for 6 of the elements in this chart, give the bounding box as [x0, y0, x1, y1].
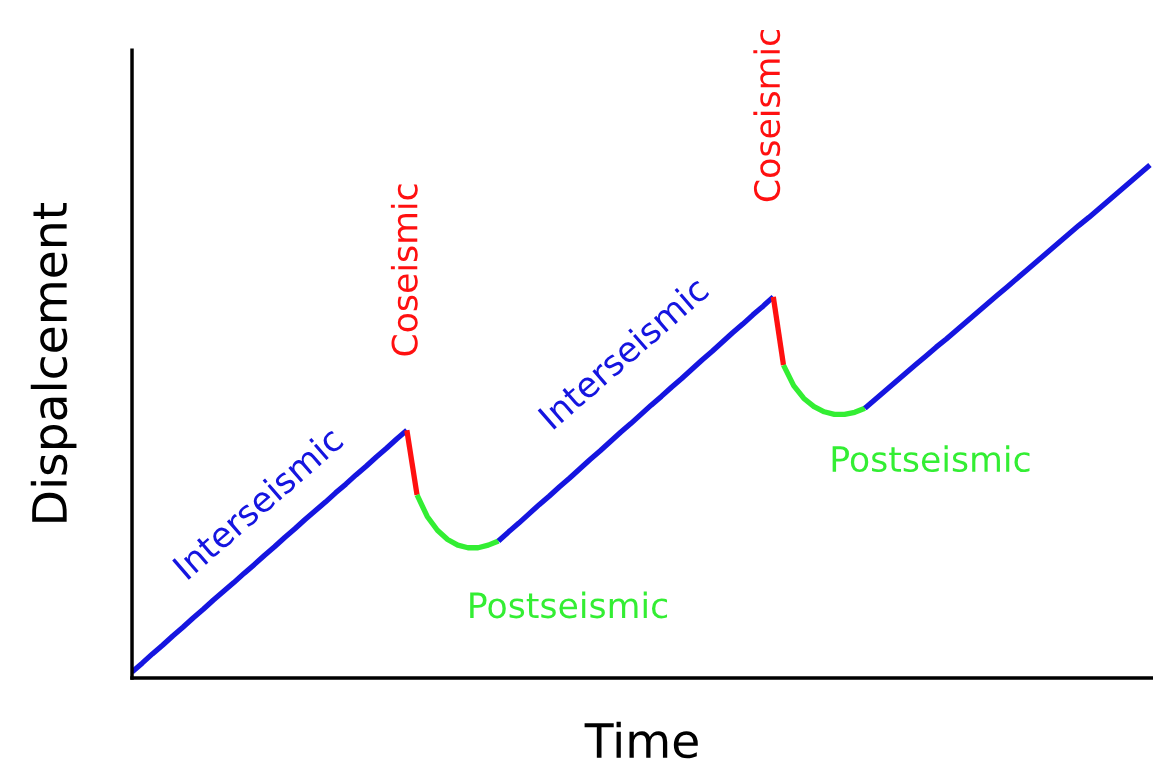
annotation: Postseismic: [470, 591, 668, 619]
annotation: Postseismic: [832, 445, 1030, 473]
annotation: Coseismic: [390, 184, 418, 356]
y-axis-title: Dispalcement: [30, 202, 77, 522]
x-axis-title: Time: [584, 721, 698, 759]
annotation: Coseismic: [753, 30, 781, 202]
